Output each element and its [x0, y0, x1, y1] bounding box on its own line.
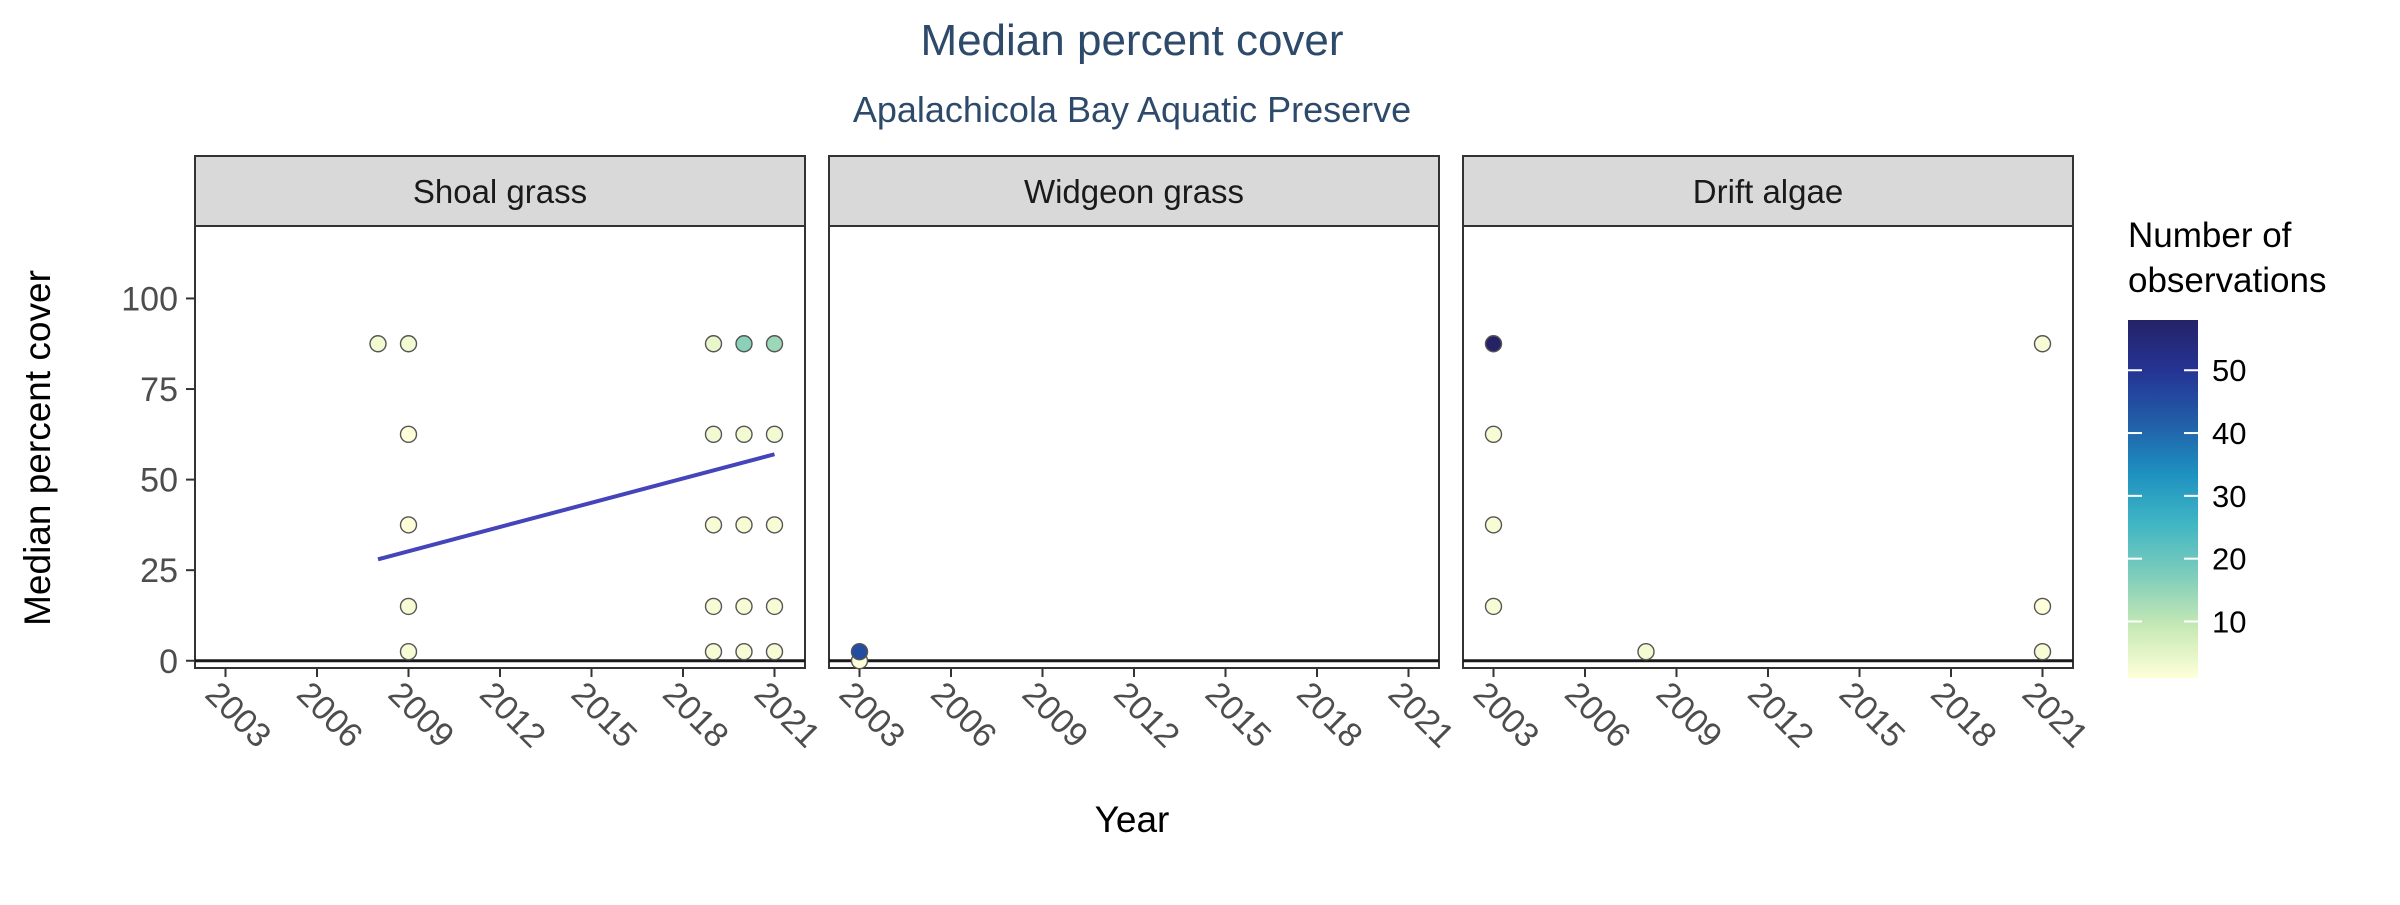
x-tick-label: 2021 [2015, 675, 2095, 755]
legend-tick-label: 30 [2212, 479, 2246, 514]
facet-label: Widgeon grass [1024, 173, 1244, 210]
data-point [735, 335, 753, 353]
data-point [399, 516, 418, 534]
legend-title: observations [2128, 261, 2326, 300]
data-point [765, 425, 784, 444]
facet-panel: Drift algae 2003 2006 2009 2012 2015 2018 2021 [1462, 155, 2095, 755]
y-axis: 0 25 50 75 100 [121, 280, 195, 681]
x-tick-label: 2018 [655, 675, 735, 755]
legend: Number of observations 10 20 30 40 50 [2128, 216, 2326, 678]
panel-border [828, 225, 1440, 669]
x-tick-label: 2018 [1923, 675, 2003, 755]
data-point [399, 425, 418, 444]
x-tick-label: 2006 [923, 675, 1003, 755]
y-tick-label: 100 [121, 280, 178, 318]
data-point [765, 597, 784, 616]
legend-tick-label: 40 [2212, 416, 2246, 451]
x-tick-label: 2015 [1832, 675, 1912, 755]
data-point [2033, 642, 2052, 661]
x-tick-label: 2012 [472, 675, 552, 755]
data-point [704, 516, 723, 534]
legend-colorbar [2128, 320, 2198, 678]
legend-tick-label: 50 [2212, 353, 2246, 388]
x-tick-label: 2009 [381, 675, 461, 755]
facet-panel: Widgeon grass 2003 2006 2009 2012 2015 2018 202… [828, 155, 1461, 755]
x-tick-label: 2018 [1289, 675, 1369, 755]
y-tick-label: 75 [140, 371, 178, 409]
data-point [369, 335, 387, 353]
x-tick-label: 2015 [564, 675, 644, 755]
legend-tick-label: 10 [2212, 604, 2246, 639]
data-point [735, 597, 753, 616]
x-tick-label: 2003 [1466, 675, 1546, 755]
data-point [704, 335, 723, 353]
data-point [1637, 642, 1655, 661]
x-tick-label: 2021 [1381, 675, 1461, 755]
facet-panel: Shoal grass 2003 2006 2009 2012 2015 2018 2021 [194, 155, 827, 755]
legend-title: Number of [2128, 216, 2292, 255]
x-axis-label: Year [1095, 799, 1170, 840]
chart-title: Median percent cover [920, 16, 1343, 65]
facet-strip [1462, 155, 2074, 227]
data-point [765, 642, 784, 661]
data-point [399, 597, 418, 616]
facet-label: Drift algae [1693, 173, 1843, 210]
data-point [1484, 425, 1503, 444]
data-point [1484, 516, 1503, 534]
y-tick-label: 25 [140, 552, 178, 590]
trend-line [377, 452, 776, 562]
legend-tick-label: 20 [2212, 542, 2246, 577]
data-point [765, 335, 784, 353]
data-point [735, 516, 753, 534]
data-point [2033, 597, 2052, 616]
y-tick-label: 0 [159, 643, 178, 681]
x-tick-label: 2003 [198, 675, 278, 755]
x-tick-label: 2012 [1740, 675, 1820, 755]
data-point [1484, 597, 1503, 616]
x-tick-label: 2012 [1106, 675, 1186, 755]
panel-border [1462, 225, 2074, 669]
chart-subtitle: Apalachicola Bay Aquatic Preserve [853, 89, 1411, 130]
x-tick-label: 2009 [1649, 675, 1729, 755]
y-axis-label: Median percent cover [17, 270, 58, 626]
data-point [704, 642, 723, 661]
data-point [850, 642, 869, 661]
facet-strip [194, 155, 806, 227]
data-point [735, 642, 753, 661]
data-point [399, 335, 418, 353]
data-point [704, 425, 723, 444]
data-point [765, 516, 784, 534]
panel-border [194, 225, 806, 669]
x-tick-label: 2015 [1198, 675, 1278, 755]
data-point [399, 642, 418, 661]
facet-label: Shoal grass [413, 173, 587, 210]
data-point [1484, 335, 1503, 353]
data-point [2033, 335, 2052, 353]
x-tick-label: 2006 [1557, 675, 1637, 755]
x-tick-label: 2021 [747, 675, 827, 755]
x-tick-label: 2009 [1015, 675, 1095, 755]
data-point [735, 425, 753, 444]
x-tick-label: 2003 [832, 675, 912, 755]
data-point [704, 597, 723, 616]
y-tick-label: 50 [140, 462, 178, 500]
x-tick-label: 2006 [289, 675, 369, 755]
